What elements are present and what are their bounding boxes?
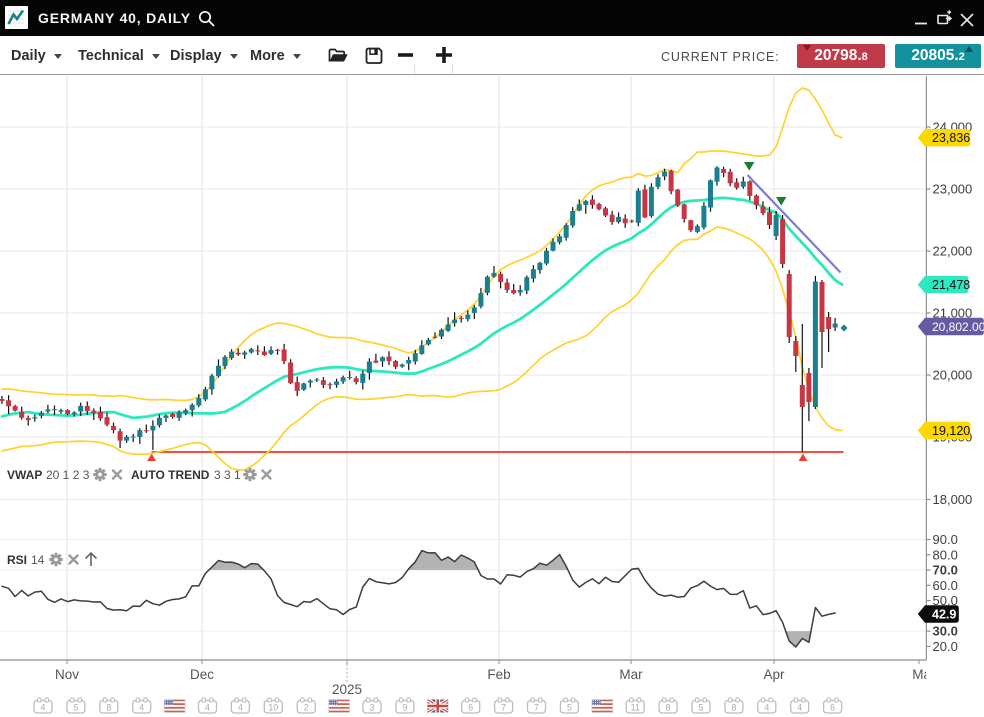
svg-text:14: 14 <box>31 553 45 567</box>
svg-text:19,120: 19,120 <box>932 424 970 438</box>
svg-text:Nov: Nov <box>55 667 79 682</box>
svg-text:2: 2 <box>304 703 309 713</box>
svg-text:42.9: 42.9 <box>932 607 956 621</box>
svg-text:23,836: 23,836 <box>932 131 970 145</box>
svg-text:20.0: 20.0 <box>933 639 958 654</box>
svg-text:6: 6 <box>468 703 473 713</box>
svg-text:5: 5 <box>699 703 704 713</box>
svg-text:7: 7 <box>501 703 506 713</box>
svg-text:8: 8 <box>731 703 736 713</box>
svg-text:4: 4 <box>41 703 46 713</box>
svg-text:60.0: 60.0 <box>933 578 958 593</box>
svg-text:Dec: Dec <box>190 667 214 682</box>
svg-text:Apr: Apr <box>763 667 785 682</box>
svg-text:8: 8 <box>666 703 671 713</box>
svg-text:70.0: 70.0 <box>933 563 958 578</box>
svg-text:4: 4 <box>139 703 144 713</box>
svg-text:90.0: 90.0 <box>933 532 958 547</box>
svg-text:21,478: 21,478 <box>932 278 970 292</box>
svg-text:22,000: 22,000 <box>933 244 973 259</box>
svg-text:5: 5 <box>567 703 572 713</box>
svg-text:4: 4 <box>764 703 769 713</box>
svg-text:Mar: Mar <box>619 667 643 682</box>
svg-text:20 1 2 3: 20 1 2 3 <box>46 468 90 482</box>
svg-text:9: 9 <box>402 703 407 713</box>
svg-text:5: 5 <box>73 703 78 713</box>
svg-text:7: 7 <box>534 703 539 713</box>
svg-text:2025: 2025 <box>332 682 362 697</box>
svg-text:23,000: 23,000 <box>933 182 973 197</box>
svg-text:80.0: 80.0 <box>933 547 958 562</box>
svg-text:RSI: RSI <box>7 553 27 567</box>
svg-text:3: 3 <box>370 703 375 713</box>
svg-text:50.0: 50.0 <box>933 593 958 608</box>
svg-text:4: 4 <box>238 703 243 713</box>
svg-text:10: 10 <box>268 703 278 713</box>
svg-text:21,000: 21,000 <box>933 306 973 321</box>
svg-text:8: 8 <box>106 703 111 713</box>
svg-text:18,000: 18,000 <box>933 492 973 507</box>
svg-text:6: 6 <box>830 703 835 713</box>
svg-text:20,000: 20,000 <box>933 368 973 383</box>
svg-text:Feb: Feb <box>487 667 510 682</box>
svg-text:20,802.00: 20,802.00 <box>932 320 984 334</box>
svg-text:3 3 1: 3 3 1 <box>214 468 241 482</box>
svg-text:AUTO TREND: AUTO TREND <box>131 468 210 482</box>
svg-text:VWAP: VWAP <box>7 468 42 482</box>
svg-text:4: 4 <box>797 703 802 713</box>
svg-text:30.0: 30.0 <box>933 624 958 639</box>
svg-text:11: 11 <box>631 703 640 713</box>
svg-text:4: 4 <box>205 703 210 713</box>
